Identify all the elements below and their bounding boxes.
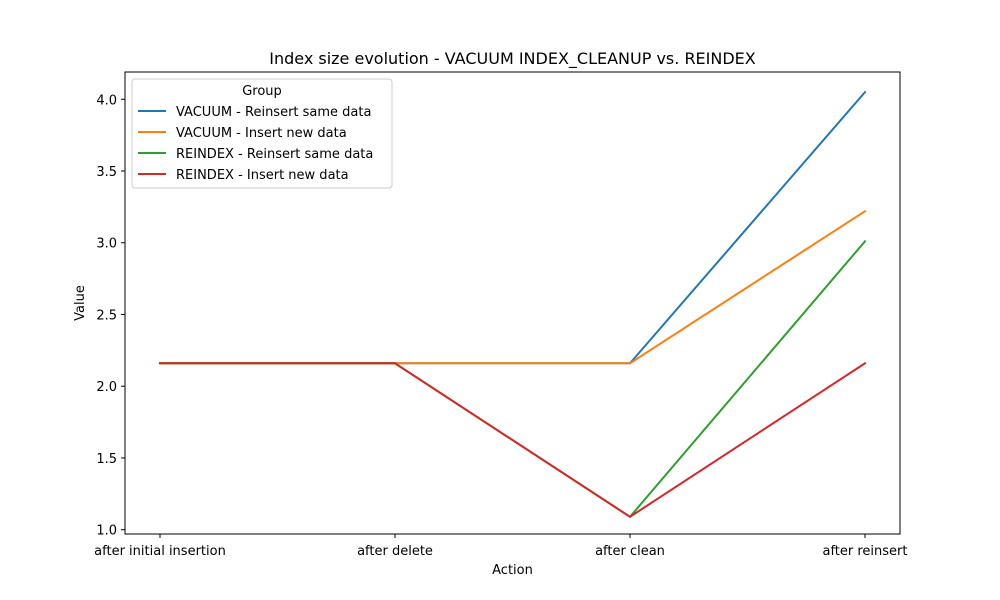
plot-area: after initial insertion after delete after… [94,90,908,559]
series-line-4 [159,361,867,518]
y-tick-label: 4.0 [96,93,117,108]
chart-title: Index size evolution - VACUUM INDEX_CLEA… [269,49,756,69]
legend-box [131,78,393,189]
x-tick-label: after clean [595,544,665,559]
x-tick-label: after delete [357,544,433,559]
legend-entry-1: VACUUM - Reinsert same data [176,105,371,120]
y-tick-label: 2.5 [96,308,117,323]
legend-title: Group [242,84,282,99]
y-tick-label: 1.0 [96,524,117,539]
axes-frame [124,71,901,535]
y-axis-label: Value [73,285,88,321]
y-tick-label: 1.5 [96,452,117,467]
y-tick-label: 2.0 [96,380,117,395]
x-tick-label: after reinsert [822,544,907,559]
legend: Group VACUUM - Reinsert same data VACUUM -… [131,78,393,189]
legend-entry-2: VACUUM - Insert new data [176,126,347,141]
x-axis-label: Action [492,563,533,578]
y-tick-label: 3.0 [96,237,117,252]
legend-entry-3: REINDEX - Reinsert same data [176,147,373,162]
x-tick-label: after initial insertion [94,544,226,559]
y-tick-label: 3.5 [96,165,117,180]
legend-entry-4: REINDEX - Insert new data [176,168,349,183]
